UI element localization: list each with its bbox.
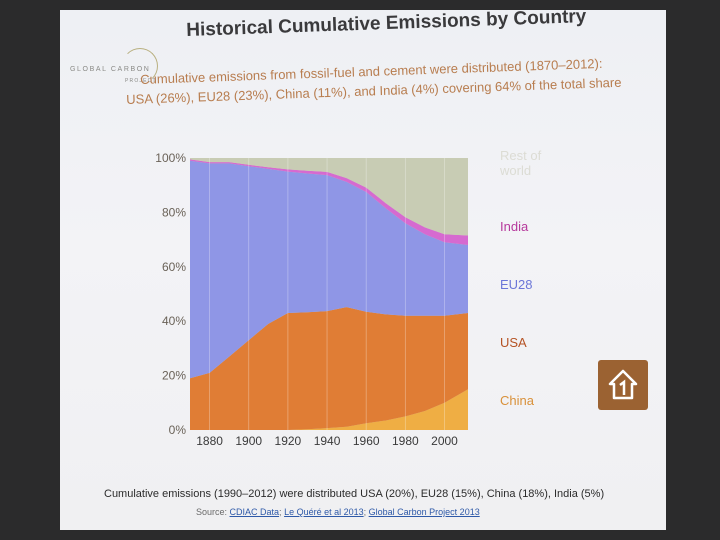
area-india bbox=[190, 159, 468, 245]
legend-label-eu28: EU28 bbox=[500, 277, 533, 292]
x-tick-label: 1940 bbox=[314, 434, 341, 448]
y-tick-label: 0% bbox=[169, 423, 187, 437]
legend-label-rest-of-world: Rest of world bbox=[499, 148, 542, 178]
footer-note: Cumulative emissions (1990–2012) were di… bbox=[104, 488, 605, 500]
area-china bbox=[190, 389, 468, 430]
logo-subtext: PROJECT bbox=[125, 78, 157, 84]
area-rest-of-world bbox=[190, 158, 468, 236]
area-eu28 bbox=[190, 160, 468, 379]
legend-label-india: India bbox=[500, 219, 529, 234]
x-tick-label: 1880 bbox=[196, 434, 223, 448]
y-tick-label: 40% bbox=[162, 314, 186, 328]
source-link-gcp[interactable]: Global Carbon Project 2013 bbox=[368, 507, 480, 517]
global-carbon-project-logo: GLOBAL CARBON PROJECT bbox=[70, 48, 190, 92]
area-usa bbox=[190, 307, 468, 430]
y-tick-label: 60% bbox=[162, 260, 186, 274]
slide: GLOBAL CARBON PROJECT Historical Cumulat… bbox=[60, 10, 666, 530]
x-tick-label: 1900 bbox=[235, 434, 262, 448]
x-tick-label: 2000 bbox=[431, 434, 458, 448]
source-link-cdiac[interactable]: CDIAC Data bbox=[229, 507, 280, 517]
legend-label-china: China bbox=[500, 393, 535, 408]
source-line: Source: CDIAC Data; Le Quéré et al 2013;… bbox=[196, 507, 480, 517]
x-tick-label: 1980 bbox=[392, 434, 419, 448]
legend-label-usa: USA bbox=[500, 335, 527, 350]
home-button[interactable] bbox=[598, 360, 648, 410]
x-tick-label: 1920 bbox=[275, 434, 302, 448]
x-tick-label: 1960 bbox=[353, 434, 380, 448]
source-prefix: Source: bbox=[196, 507, 230, 517]
y-tick-label: 100% bbox=[155, 151, 186, 165]
logo-text: GLOBAL CARBON bbox=[70, 66, 151, 73]
stacked-area-chart: 0% 20% 40% 60% 80% 100% 1880 1900 1920 1940 1960 1… bbox=[155, 148, 542, 448]
home-up-icon bbox=[608, 369, 638, 400]
source-separator: ; bbox=[363, 507, 369, 517]
logo-arc-icon bbox=[122, 48, 158, 84]
source-link-lequere[interactable]: Le Quéré et al 2013 bbox=[284, 507, 364, 517]
source-separator: ; bbox=[279, 507, 285, 517]
y-tick-label: 80% bbox=[162, 205, 186, 219]
y-tick-label: 20% bbox=[162, 369, 186, 383]
